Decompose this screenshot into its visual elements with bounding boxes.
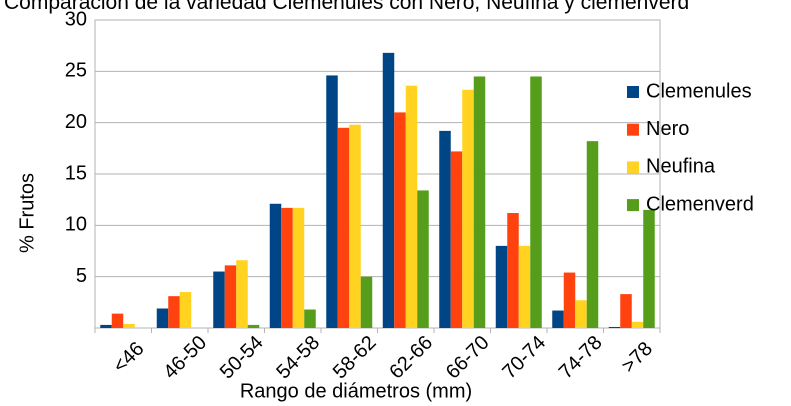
bar bbox=[507, 213, 519, 328]
x-tick-label: 46-50 bbox=[159, 332, 211, 384]
legend-swatch bbox=[627, 161, 639, 174]
y-tick-label: 5 bbox=[76, 265, 87, 287]
x-tick-label: 74-78 bbox=[555, 332, 607, 384]
bar bbox=[349, 124, 361, 328]
legend-swatch bbox=[627, 86, 639, 98]
y-tick-label: 15 bbox=[65, 162, 87, 184]
bar bbox=[552, 310, 564, 328]
bar bbox=[292, 207, 305, 328]
bar bbox=[620, 294, 632, 328]
bar bbox=[575, 300, 587, 328]
bar bbox=[608, 326, 621, 328]
bar bbox=[111, 313, 124, 328]
chart-title: Comparación de la variedad Clemenules co… bbox=[4, 0, 690, 14]
bar bbox=[179, 292, 192, 328]
bar bbox=[168, 296, 180, 328]
bar bbox=[462, 89, 474, 329]
bar bbox=[337, 127, 350, 328]
bar bbox=[439, 130, 451, 328]
y-tick-label: 10 bbox=[65, 214, 87, 236]
x-tick-label: 66-70 bbox=[442, 332, 494, 384]
legend-label: Neufina bbox=[646, 156, 716, 178]
x-tick-label: 50-54 bbox=[216, 332, 268, 384]
x-axis-title: Rango de diámetros (mm) bbox=[240, 380, 472, 402]
bar bbox=[156, 308, 169, 328]
x-tick-label: 70-74 bbox=[498, 332, 550, 384]
bar bbox=[100, 324, 112, 328]
legend-swatch bbox=[627, 123, 639, 136]
bar bbox=[563, 272, 576, 328]
bar bbox=[643, 209, 655, 328]
bar bbox=[281, 207, 293, 328]
legend-swatch bbox=[627, 199, 639, 212]
legend-label: Clemenules bbox=[646, 80, 752, 102]
bar bbox=[405, 85, 418, 328]
bar bbox=[247, 324, 260, 328]
bar bbox=[304, 309, 316, 328]
bar bbox=[631, 321, 644, 328]
bar bbox=[530, 76, 542, 328]
y-tick-label: 20 bbox=[65, 111, 87, 133]
bar bbox=[518, 245, 531, 328]
bar bbox=[495, 245, 508, 328]
bar bbox=[417, 190, 429, 328]
y-tick-label: 25 bbox=[65, 60, 87, 82]
x-tick-label: 54-58 bbox=[272, 332, 324, 384]
x-tick-label: 58-62 bbox=[329, 332, 381, 384]
x-tick-label: >78 bbox=[617, 338, 657, 378]
bar bbox=[236, 260, 248, 328]
bar bbox=[586, 141, 599, 328]
bar bbox=[224, 265, 237, 328]
bar bbox=[360, 276, 373, 328]
legend-label: Clemenverd bbox=[646, 193, 754, 215]
bar bbox=[450, 151, 463, 328]
legend-label: Nero bbox=[646, 118, 689, 140]
bar bbox=[269, 203, 282, 328]
bar bbox=[213, 271, 225, 328]
y-tick-label: 30 bbox=[65, 8, 87, 30]
bar bbox=[123, 323, 135, 328]
bar bbox=[326, 75, 338, 328]
bar bbox=[382, 52, 395, 328]
y-axis-title: % Frutos bbox=[16, 173, 38, 253]
x-tick-label: <46 bbox=[109, 338, 149, 378]
bar bbox=[473, 76, 486, 328]
x-tick-label: 62-66 bbox=[385, 332, 437, 384]
bar bbox=[394, 112, 406, 329]
